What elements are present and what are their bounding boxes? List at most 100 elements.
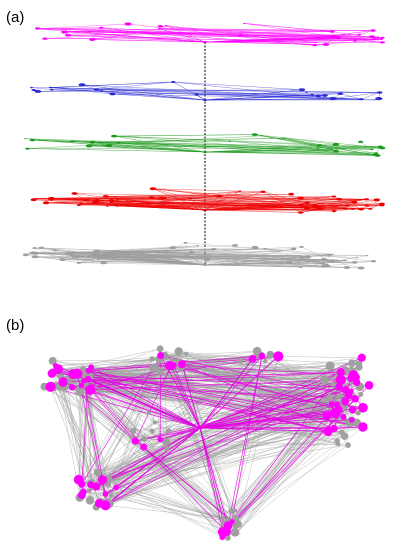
layer-2	[30, 81, 383, 101]
highlighted-node	[78, 382, 85, 389]
layer-2-edge	[173, 81, 206, 101]
layer-1-node	[369, 35, 376, 39]
highlighted-node	[348, 406, 357, 414]
aggregate-node	[266, 350, 275, 359]
layer-5-edge	[112, 251, 192, 253]
layer-1-node	[61, 30, 69, 34]
layer-4-node	[373, 198, 381, 202]
highlighted-edge	[105, 386, 340, 495]
aggregate-edge	[111, 494, 239, 525]
layer-5-node	[299, 266, 303, 269]
layer-5-node	[184, 254, 190, 257]
aggregate-edge	[81, 358, 153, 479]
layer-4	[30, 187, 385, 214]
layer-5-edge	[25, 245, 198, 256]
layer-4-node	[42, 201, 50, 205]
aggregate-edge	[89, 376, 336, 414]
layer-1-node	[99, 26, 104, 29]
highlighted-edge	[199, 427, 329, 432]
layer-3-node	[316, 147, 320, 149]
layer-2-node	[376, 91, 383, 94]
layer-4-edge	[59, 198, 308, 203]
layer-4-node	[81, 203, 84, 205]
layer-1-node	[35, 28, 40, 30]
aggregate-node	[48, 356, 57, 365]
layer-5-node	[119, 254, 122, 255]
layer-1-edge	[158, 28, 206, 43]
layer-5-edge	[166, 242, 186, 252]
layer-1-node	[157, 27, 161, 30]
highlighted-edge	[83, 380, 106, 495]
aggregate-edge	[69, 376, 350, 379]
layer-2-edge	[96, 89, 319, 97]
layer-5-node	[263, 248, 267, 250]
layer-2-node	[310, 93, 314, 96]
aggregate-edge	[99, 426, 363, 504]
layer-2-edge	[50, 81, 174, 88]
layer-1-edge	[139, 32, 315, 46]
layer-4-node	[30, 198, 37, 202]
highlighted-edge	[171, 365, 201, 429]
highlighted-edge	[199, 427, 229, 526]
layer-1-edge	[139, 31, 333, 34]
layer-5-edge	[67, 253, 152, 257]
layer-5-node	[290, 247, 297, 251]
layer-5-edge	[172, 247, 327, 265]
aggregate-hub-edge	[96, 427, 201, 508]
layer-1-node	[312, 44, 317, 47]
highlighted-edge	[199, 403, 332, 429]
highlighted-edge	[199, 416, 344, 429]
layer-4-node	[58, 198, 62, 200]
layer-5-node	[71, 255, 76, 258]
aggregate-edge	[55, 359, 160, 367]
highlighted-node	[92, 482, 101, 491]
layer-5-node	[139, 253, 146, 256]
layer-2-node	[358, 98, 364, 101]
layer-4-edge	[46, 202, 315, 207]
layer-4-node	[228, 194, 231, 196]
layer-3-edge	[32, 139, 119, 143]
layer-5-edge	[357, 255, 368, 258]
highlighted-node	[47, 369, 57, 378]
aggregate-edge	[78, 373, 330, 398]
highlighted-edge	[71, 387, 233, 522]
layer-1-edge	[243, 23, 333, 32]
layer-4-edge	[301, 204, 345, 209]
highlighted-node	[333, 401, 341, 408]
layer-5-edge	[78, 260, 94, 264]
layer-4-node	[351, 200, 358, 204]
layer-1-node	[376, 36, 380, 38]
highlighted-node	[322, 411, 332, 421]
aggregate-edge	[59, 386, 228, 539]
layer-1-edge	[68, 34, 317, 44]
layer-1-node	[376, 39, 380, 41]
layer-1-node	[157, 25, 164, 28]
highlighted-node	[364, 381, 374, 390]
aggregate-hub-edge	[154, 367, 201, 429]
aggregate-node	[157, 369, 163, 376]
layer-5-edge	[332, 260, 362, 269]
aggregate-edge	[53, 386, 223, 518]
highlighted-node	[341, 398, 350, 406]
layer-2-edge	[37, 89, 97, 92]
layer-3-node	[329, 148, 333, 151]
highlighted-node	[87, 481, 95, 489]
layer-4-edge	[152, 188, 264, 193]
layer-3-edge	[284, 137, 378, 156]
layer-5-node	[325, 265, 331, 268]
layer-3-edge	[360, 141, 373, 150]
layer-1-edge	[69, 30, 374, 32]
layer-5-node	[105, 253, 109, 255]
highlighted-edge	[91, 366, 201, 429]
layer-4-node	[297, 196, 304, 200]
layer-4-node	[216, 194, 223, 198]
layer-5-node	[69, 254, 74, 256]
highlighted-node	[357, 353, 366, 362]
highlighted-node	[273, 351, 284, 362]
layer-3-edge	[284, 137, 336, 145]
layer-1-edge	[92, 32, 140, 40]
layer-5	[22, 241, 377, 270]
layer-1-node	[89, 38, 96, 41]
layer-5-node	[365, 255, 369, 257]
layer-4-node	[358, 207, 365, 211]
